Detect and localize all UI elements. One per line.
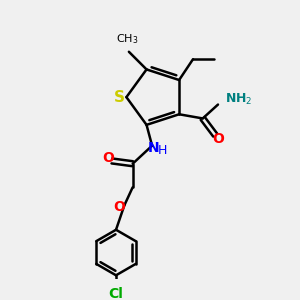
Text: H: H [158,144,167,157]
Text: O: O [212,132,224,146]
Text: Cl: Cl [109,287,124,300]
Text: N: N [148,141,159,155]
Text: CH$_3$: CH$_3$ [116,32,139,46]
Text: S: S [114,90,125,105]
Text: O: O [103,151,115,165]
Text: O: O [113,200,125,214]
Text: NH$_2$: NH$_2$ [225,92,252,107]
